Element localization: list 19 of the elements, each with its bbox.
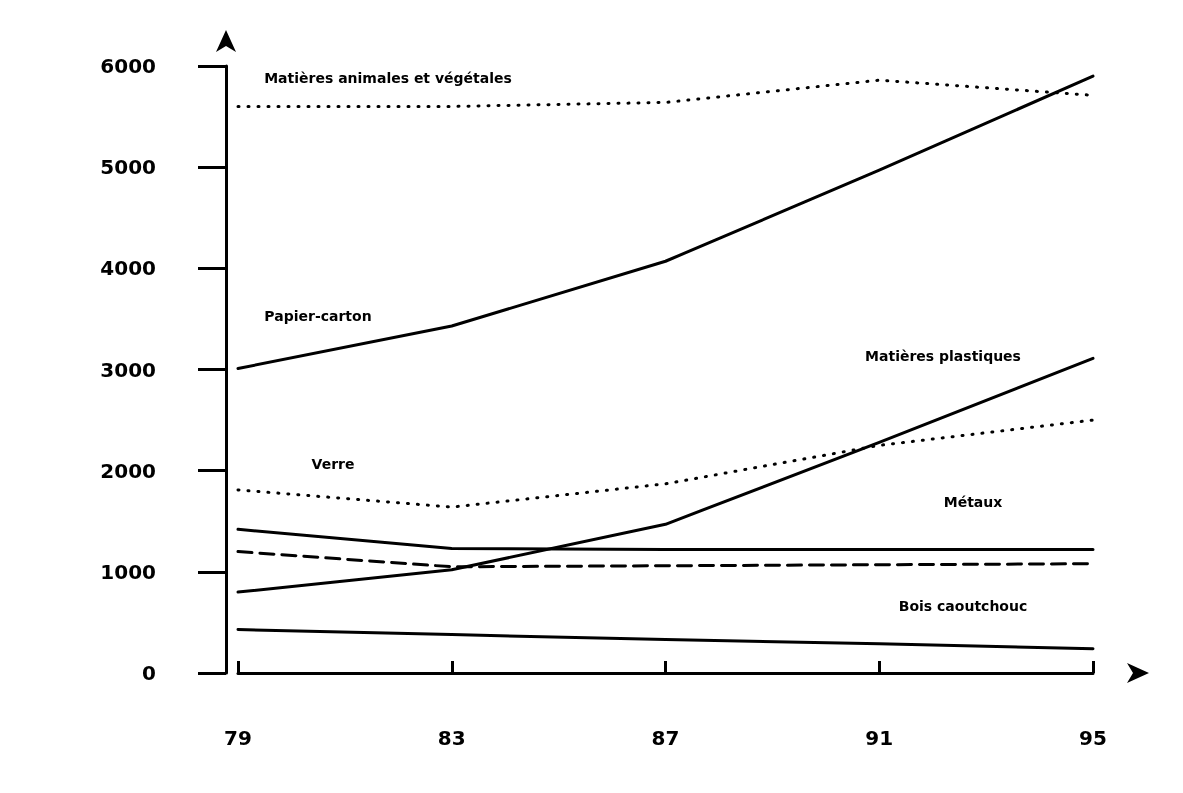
y-tick-label: 5000 <box>100 155 156 180</box>
text: Bois caoutchouc <box>898 597 1028 614</box>
x-tick-label: 87 <box>651 726 680 750</box>
series-label: Matières animales et végétales <box>264 70 512 87</box>
y-tick-label: 0 <box>142 661 156 685</box>
x-tick-label: 95 <box>1079 726 1107 750</box>
text: Métaux <box>943 493 1003 510</box>
y-tick-label: 3000 <box>100 357 156 382</box>
x-tick-label: 91 <box>865 726 894 750</box>
y-tick-label: 1000 <box>100 559 156 584</box>
x-tick-label: 79 <box>224 726 252 750</box>
y-tick-label: 4000 <box>100 256 156 281</box>
series-label: Matières plastiques <box>865 348 1021 365</box>
series-label: Verre <box>311 455 355 472</box>
x-tick-label: 83 <box>437 726 466 750</box>
y-tick-label: 2000 <box>100 458 156 483</box>
line-series <box>236 628 1095 651</box>
series-label: Papier-carton <box>264 308 372 325</box>
y-tick-label: 6000 <box>100 54 156 78</box>
